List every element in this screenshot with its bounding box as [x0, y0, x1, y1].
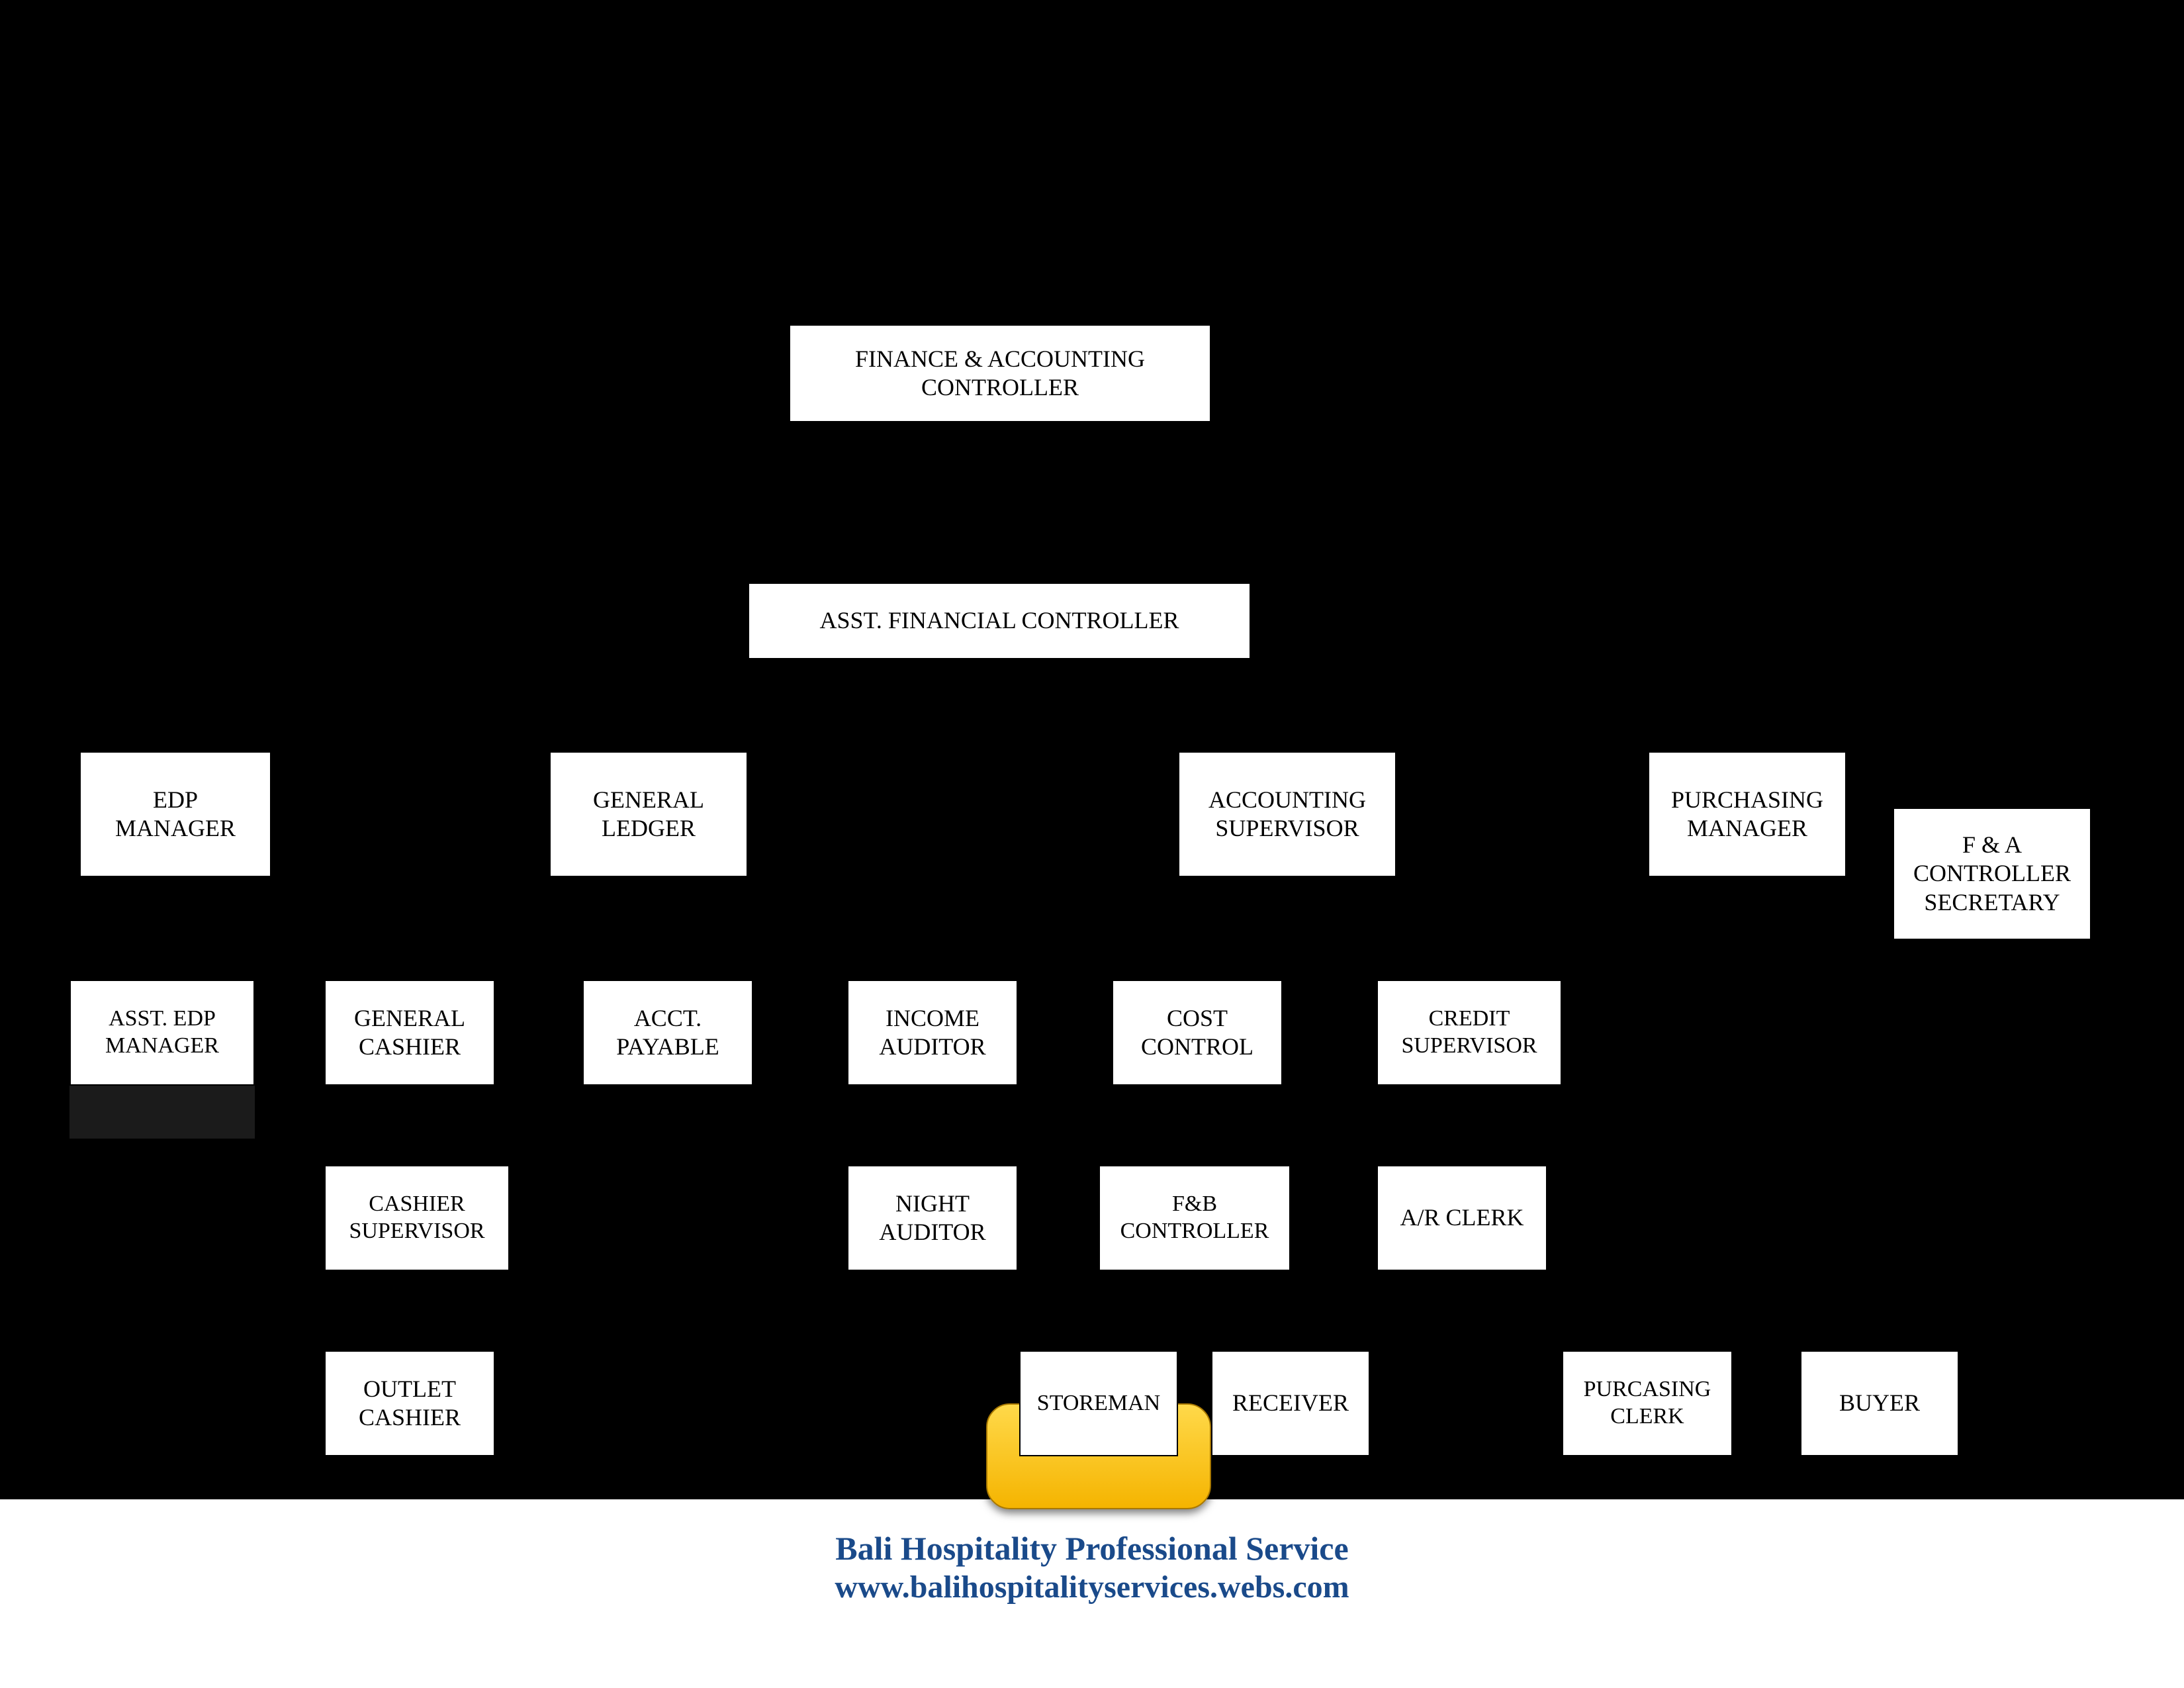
- node-storeman: STOREMAN: [1019, 1350, 1178, 1456]
- asst-edp-shadow: [69, 1086, 255, 1139]
- node-accounting-supervisor: ACCOUNTING SUPERVISOR: [1178, 751, 1396, 877]
- node-receiver: RECEIVER: [1211, 1350, 1370, 1456]
- node-acct-payable: ACCT. PAYABLE: [582, 980, 753, 1086]
- footer-line-1: Bali Hospitality Professional Service: [0, 1529, 2184, 1568]
- node-asst-edp-manager: ASST. EDP MANAGER: [69, 980, 255, 1086]
- node-ar-clerk: A/R CLERK: [1377, 1165, 1547, 1271]
- org-chart-canvas: FINANCE & ACCOUNTING CONTROLLER ASST. FIN…: [0, 0, 2184, 1688]
- node-outlet-cashier: OUTLET CASHIER: [324, 1350, 495, 1456]
- node-cost-control: COST CONTROL: [1112, 980, 1283, 1086]
- node-asst-fin-controller: ASST. FINANCIAL CONTROLLER: [748, 583, 1251, 659]
- node-edp-manager: EDP MANAGER: [79, 751, 271, 877]
- node-purchasing-clerk: PURCASING CLERK: [1562, 1350, 1733, 1456]
- node-cashier-supervisor: CASHIER SUPERVISOR: [324, 1165, 510, 1271]
- node-fb-controller: F&B CONTROLLER: [1099, 1165, 1291, 1271]
- footer-line-2: www.balihospitalityservices.webs.com: [0, 1569, 2184, 1605]
- node-purchasing-manager: PURCHASING MANAGER: [1648, 751, 1846, 877]
- node-income-auditor: INCOME AUDITOR: [847, 980, 1018, 1086]
- node-general-ledger: GENERAL LEDGER: [549, 751, 748, 877]
- node-buyer: BUYER: [1800, 1350, 1959, 1456]
- node-fa-controller-secretary: F & A CONTROLLER SECRETARY: [1893, 808, 2091, 940]
- node-fin-acct-controller: FINANCE & ACCOUNTING CONTROLLER: [789, 324, 1211, 422]
- node-general-cashier: GENERAL CASHIER: [324, 980, 495, 1086]
- node-night-auditor: NIGHT AUDITOR: [847, 1165, 1018, 1271]
- node-credit-supervisor: CREDIT SUPERVISOR: [1377, 980, 1562, 1086]
